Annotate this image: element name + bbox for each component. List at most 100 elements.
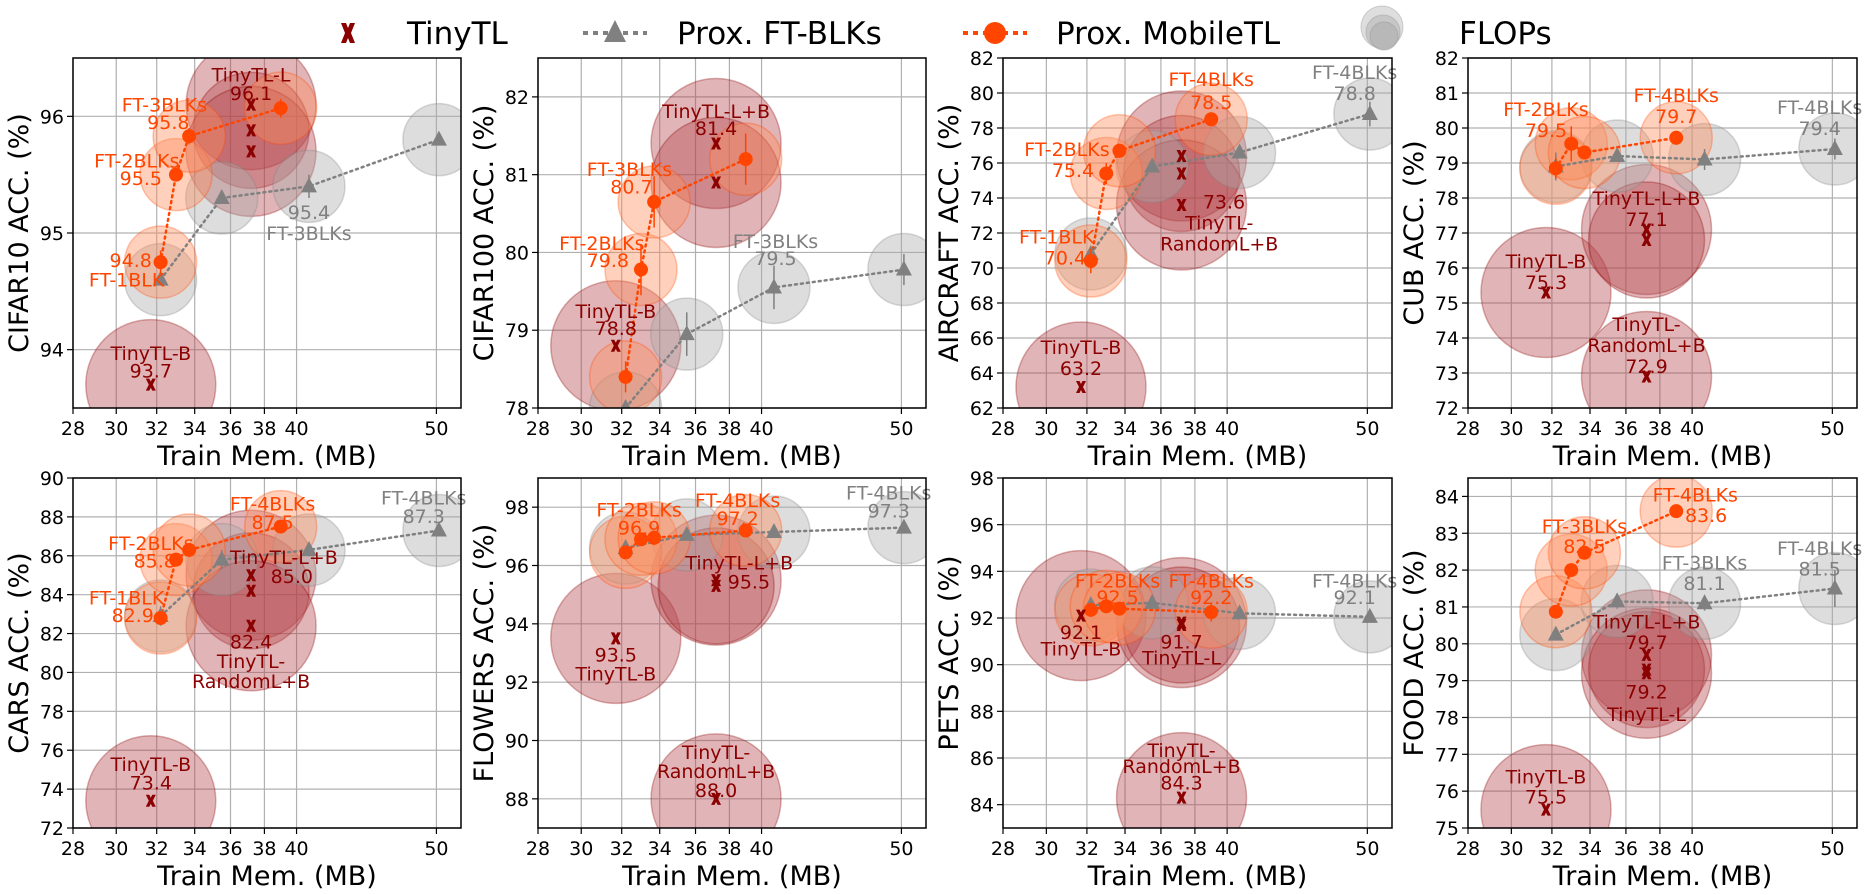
data-label: FT-4BLKs — [1634, 85, 1719, 107]
mobiletl-point — [1548, 161, 1563, 176]
data-label: TinyTL-L — [1141, 648, 1221, 670]
data-label: FT-2BLKs — [596, 500, 681, 522]
data-label: 83.6 — [1685, 505, 1727, 527]
data-label: 79.8 — [587, 250, 629, 272]
data-label: 96.1 — [230, 83, 272, 105]
data-label: 93.5 — [595, 644, 637, 666]
y-tick-label: 62 — [970, 398, 994, 420]
x-axis-label: Train Mem. (MB) — [1087, 861, 1308, 892]
data-label: FT-4BLKs — [230, 493, 315, 515]
data-label: 81.1 — [1683, 573, 1725, 595]
y-tick-label: 84 — [970, 795, 994, 817]
y-tick-label: 88 — [40, 507, 64, 529]
data-label: RandomL+B — [1122, 756, 1240, 778]
mobiletl-point — [1669, 130, 1684, 145]
data-label: FT-4BLKs — [1777, 97, 1862, 119]
data-label: FT-3BLKs — [1662, 553, 1747, 575]
ft-blks-point — [1361, 105, 1378, 120]
data-label: 97.2 — [716, 508, 758, 530]
tinytl-point — [711, 137, 722, 150]
data-label: FT-4BLKs — [1312, 571, 1397, 593]
data-label: FT-2BLKs — [1024, 139, 1109, 161]
y-tick-label: 84 — [40, 585, 64, 607]
x-tick-label: 36 — [1149, 838, 1173, 860]
data-label: 73.4 — [130, 772, 172, 794]
tinytl-point — [246, 569, 257, 582]
x-axis-label: Train Mem. (MB) — [621, 441, 842, 472]
chart-panel: FT-1BLK82.9FT-2BLKs85.8FT-4BLKs87.5FT-4B… — [4, 468, 466, 892]
data-label: FT-3BLKs — [587, 159, 672, 181]
x-tick-label: 40 — [284, 838, 308, 860]
y-tick-label: 74 — [40, 779, 64, 801]
y-axis-label: CARS ACC. (%) — [4, 552, 35, 753]
flops-bubble — [85, 735, 217, 828]
axes-frame — [72, 477, 462, 829]
data-label: 79.5 — [1525, 120, 1567, 142]
mobiletl-point — [273, 101, 288, 116]
x-tick-label: 40 — [1680, 418, 1704, 440]
x-tick-label: 28 — [61, 418, 85, 440]
data-label: 75.5 — [1525, 787, 1567, 809]
flops-bubble — [1480, 743, 1612, 828]
data-label: TinyTL-B — [109, 343, 191, 365]
ft-blks-line — [159, 529, 441, 618]
ft-blks-line — [159, 138, 441, 281]
data-label: TinyTL-L — [1606, 704, 1686, 726]
y-axis-label: CIFAR10 ACC. (%) — [4, 113, 35, 353]
x-tick-label: 32 — [610, 838, 634, 860]
x-tick-label: 34 — [183, 838, 207, 860]
data-label: 72.9 — [1625, 356, 1667, 378]
mobiletl-line — [1554, 136, 1678, 170]
mobiletl-point — [182, 129, 197, 144]
ft-blks-point — [1144, 157, 1161, 173]
data-label: 85.0 — [271, 566, 313, 588]
data-label: 81.4 — [695, 118, 737, 140]
legend-label-tinytl: TinyTL — [406, 16, 509, 52]
ft-blks-line — [1554, 147, 1837, 168]
ft-blks-point — [1826, 579, 1843, 595]
data-label: 95.8 — [147, 112, 189, 134]
y-tick-label: 78 — [970, 118, 994, 140]
data-label: 95.4 — [288, 202, 330, 224]
x-tick-label: 38 — [717, 418, 741, 440]
ft-blks-point — [895, 518, 912, 534]
y-tick-label: 70 — [970, 258, 994, 280]
y-tick-label: 74 — [1435, 328, 1459, 350]
plot-area — [1015, 77, 1392, 408]
tinytl-point — [1176, 150, 1187, 162]
mobiletl-line — [159, 106, 282, 264]
mobiletl-point — [1099, 599, 1114, 614]
grid — [72, 477, 461, 829]
y-tick-label: 92 — [505, 672, 529, 694]
ft-blks-point — [765, 278, 782, 294]
x-tick-label: 32 — [145, 838, 169, 860]
tinytl-point — [711, 792, 722, 805]
ft-blks-point — [300, 177, 317, 193]
grid — [72, 58, 461, 408]
data-label: FT-4BLKs — [1169, 69, 1254, 91]
ft-blks-point — [1144, 593, 1161, 609]
x-tick-label: 28 — [1456, 418, 1480, 440]
data-label: FT-1BLK — [89, 588, 165, 610]
flops-bubble — [185, 58, 317, 171]
x-tick-label: 36 — [218, 838, 242, 860]
y-tick-label: 80 — [1435, 634, 1459, 656]
plot-area — [550, 77, 926, 408]
ft-blks-point — [765, 522, 782, 538]
ft-blks-point — [430, 130, 447, 146]
data-label: FT-4BLKs — [695, 490, 780, 512]
mobiletl-point — [182, 542, 197, 557]
x-tick-label: 38 — [1183, 418, 1207, 440]
x-tick-label: 40 — [1680, 838, 1704, 860]
data-label: 87.3 — [403, 506, 445, 528]
tinytl-point — [145, 794, 156, 807]
legend-item-prox-ft-blks: Prox. FT-BLKs — [583, 16, 882, 52]
mobiletl-point — [1577, 545, 1592, 560]
ft-blks-point — [1826, 140, 1843, 155]
y-tick-label: 94 — [40, 340, 64, 362]
flops-bubbles — [1480, 478, 1857, 828]
ft-blks-point — [895, 260, 912, 276]
x-tick-label: 40 — [1215, 838, 1239, 860]
tinytl-point — [246, 98, 257, 111]
mobiletl-point — [1577, 145, 1592, 160]
